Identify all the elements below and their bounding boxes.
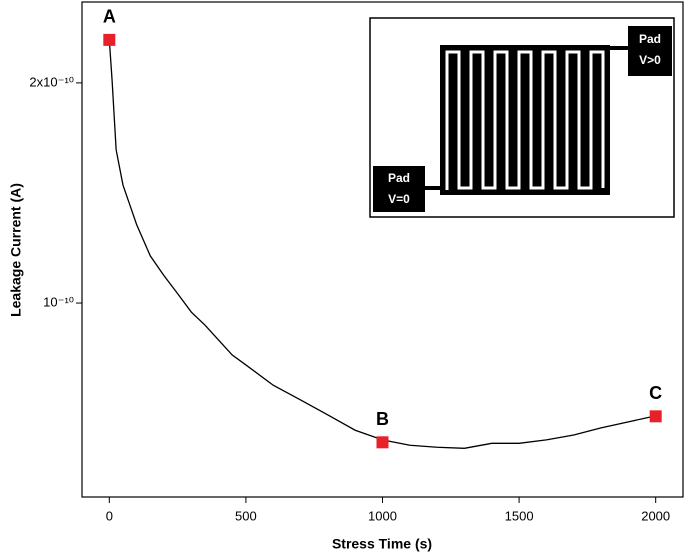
pad-voltage: V=0 [388,192,410,206]
x-axis-title: Stress Time (s) [332,536,432,552]
y-tick-label: 2x10⁻¹⁰ [29,74,74,89]
point-label: C [649,383,662,403]
comb [440,45,610,195]
point-marker [103,33,116,46]
pad-label: Pad [388,171,410,185]
y-tick-label: 10⁻¹⁰ [43,294,74,309]
x-tick-label: 500 [235,508,257,523]
y-axis-title: Leakage Current (A) [8,183,24,317]
inset: Pad V>0 Pad V=0 [369,17,675,218]
point-marker [376,436,389,449]
line [108,39,656,449]
point-label: B [376,409,389,429]
point-label: A [103,7,116,27]
meander [445,50,605,190]
pad [373,166,425,212]
x-tick-label: 2000 [641,508,670,523]
point-marker [649,410,662,423]
x-tick-label: 1500 [505,508,534,523]
x-tick-label: 1000 [368,508,397,523]
pad-label: Pad [639,32,661,46]
pad-voltage: V>0 [639,53,661,67]
x-tick-label: 0 [106,508,113,523]
pad [628,26,672,76]
